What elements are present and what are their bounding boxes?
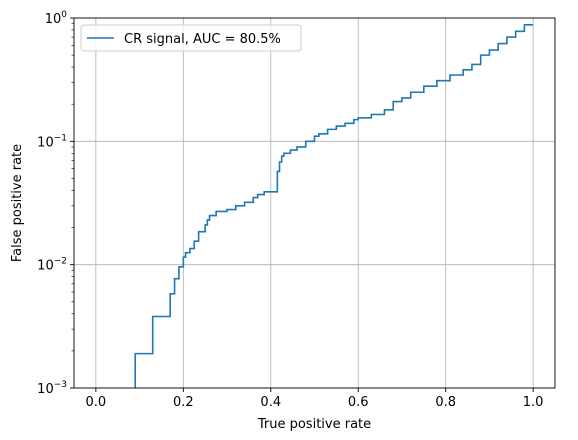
x-tick-label: 0.8 [435, 395, 456, 410]
x-tick-label: 0.2 [173, 395, 194, 410]
ticks: 0.0 0.2 0.4 0.6 0.8 1.0 10−3 10−2 10−1 100 [37, 10, 543, 410]
y-tick-label: 100 [45, 10, 68, 27]
roc-curve-line [134, 24, 534, 388]
y-tick-label: 10−3 [37, 380, 67, 397]
legend: CR signal, AUC = 80.5% [80, 24, 302, 52]
x-axis-label: True positive rate [257, 417, 371, 432]
legend-box [80, 24, 302, 52]
y-axis-label: False positive rate [10, 144, 25, 262]
x-tick-label: 0.0 [86, 395, 107, 410]
x-tick-label: 0.4 [260, 395, 281, 410]
axes-frame [73, 17, 556, 389]
legend-label: CR signal, AUC = 80.5% [124, 32, 281, 47]
y-tick-label: 10−1 [37, 133, 67, 150]
x-tick-label: 1.0 [523, 395, 544, 410]
y-tick-label: 10−2 [37, 257, 67, 274]
x-tick-label: 0.6 [348, 395, 369, 410]
series-layer [134, 24, 534, 388]
